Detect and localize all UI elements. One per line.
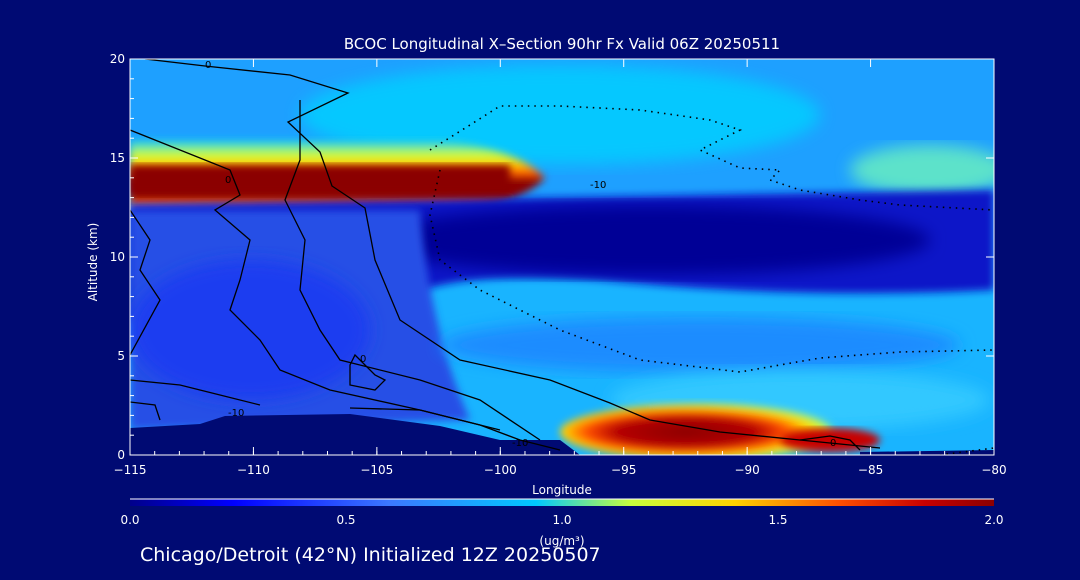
- x-axis-ticks: −115 −110 −105 −100 −95 −90 −85 −80: [114, 59, 1007, 477]
- x-tick-label: −105: [360, 463, 393, 477]
- contour-label: -10: [590, 180, 606, 191]
- y-axis-ticks: 0 5 10 15 20: [110, 52, 994, 462]
- y-axis-label: Altitude (km): [86, 223, 100, 302]
- contour-label: 0: [360, 354, 366, 365]
- contour-label-group: 0 -10 0 -10 -10 0 0: [205, 60, 836, 449]
- contour-label: 0: [830, 438, 836, 449]
- x-tick-label: −95: [611, 463, 636, 477]
- contour-label: -10: [228, 408, 244, 419]
- contour-label: 0: [225, 175, 231, 186]
- colorbar-ticks: 0.0 0.5 1.0 1.5 2.0: [120, 513, 1003, 527]
- colorbar-tick-label: 0.5: [336, 513, 355, 527]
- colorbar-tick-label: 0.0: [120, 513, 139, 527]
- footer-caption: Chicago/Detroit (42°N) Initialized 12Z 2…: [140, 544, 601, 566]
- x-tick-label: −90: [734, 463, 759, 477]
- concentration-field: [130, 59, 994, 455]
- colorbar: [130, 499, 994, 506]
- contour-label: -10: [512, 438, 528, 449]
- chart-title: BCOC Longitudinal X–Section 90hr Fx Vali…: [344, 35, 780, 53]
- x-tick-label: −115: [114, 463, 147, 477]
- contour-lines: [130, 59, 994, 455]
- colorbar-tick-label: 2.0: [984, 513, 1003, 527]
- contour-label: 0: [205, 60, 211, 71]
- colorbar-tick-label: 1.5: [768, 513, 787, 527]
- colorbar-tick-label: 1.0: [552, 513, 571, 527]
- y-tick-label: 15: [110, 151, 125, 165]
- x-tick-label: −110: [237, 463, 270, 477]
- y-tick-label: 0: [117, 448, 125, 462]
- colorbar-unit: (ug/m³): [539, 534, 584, 548]
- y-tick-label: 20: [110, 52, 125, 66]
- x-tick-label: −85: [858, 463, 883, 477]
- x-axis-label: Longitude: [532, 483, 592, 497]
- y-tick-label: 5: [117, 349, 125, 363]
- y-tick-label: 10: [110, 250, 125, 264]
- x-tick-label: −80: [981, 463, 1006, 477]
- x-tick-label: −100: [484, 463, 517, 477]
